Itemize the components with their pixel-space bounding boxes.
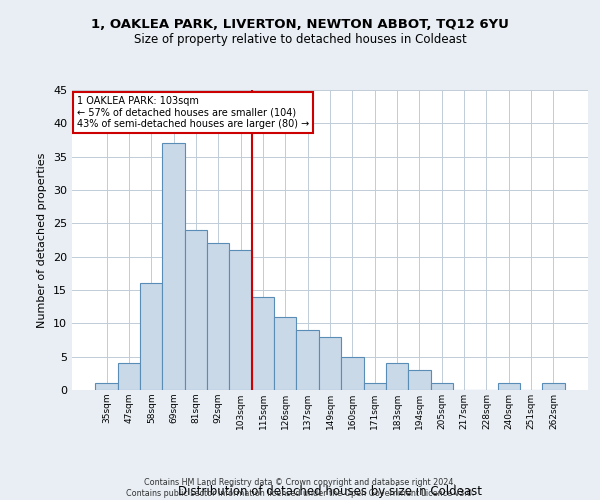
Bar [319,336,341,390]
Bar [95,384,118,390]
Bar [252,296,274,390]
Bar [341,356,364,390]
Text: Contains HM Land Registry data © Crown copyright and database right 2024.
Contai: Contains HM Land Registry data © Crown c… [126,478,474,498]
Text: 1 OAKLEA PARK: 103sqm
← 57% of detached houses are smaller (104)
43% of semi-det: 1 OAKLEA PARK: 103sqm ← 57% of detached … [77,96,310,129]
Y-axis label: Number of detached properties: Number of detached properties [37,152,47,328]
Bar [274,316,296,390]
Bar [386,364,408,390]
Bar [185,230,207,390]
Bar [207,244,229,390]
Bar [431,384,453,390]
Bar [497,384,520,390]
Text: Size of property relative to detached houses in Coldeast: Size of property relative to detached ho… [134,32,466,46]
Bar [364,384,386,390]
Bar [408,370,431,390]
Bar [229,250,252,390]
Text: 1, OAKLEA PARK, LIVERTON, NEWTON ABBOT, TQ12 6YU: 1, OAKLEA PARK, LIVERTON, NEWTON ABBOT, … [91,18,509,30]
X-axis label: Distribution of detached houses by size in Coldeast: Distribution of detached houses by size … [178,484,482,498]
Bar [118,364,140,390]
Bar [140,284,163,390]
Bar [542,384,565,390]
Bar [163,144,185,390]
Bar [296,330,319,390]
